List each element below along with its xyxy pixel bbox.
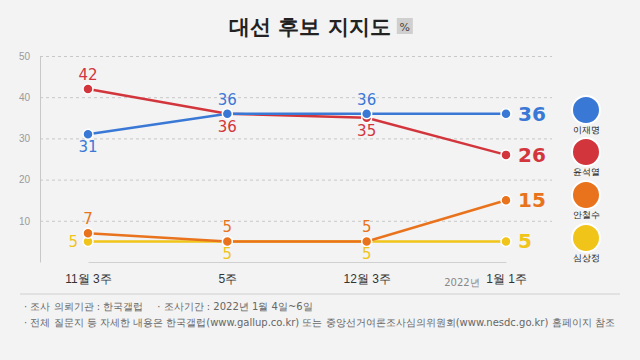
y-tick: 20 bbox=[19, 174, 552, 185]
y-tick-label: 40 bbox=[19, 92, 31, 103]
x-tick-label: 11월 3주 bbox=[65, 272, 111, 286]
x-tick-label: 12월 3주 bbox=[343, 272, 390, 286]
series-line bbox=[88, 114, 506, 135]
data-label: 5 bbox=[362, 218, 372, 236]
plot-area bbox=[83, 84, 511, 246]
grid-line bbox=[40, 221, 552, 222]
data-label: 42 bbox=[78, 66, 97, 84]
grid-line bbox=[40, 56, 552, 57]
x-tick: 1월 1주 bbox=[486, 262, 527, 286]
data-label: 36 bbox=[218, 118, 237, 136]
x-tick: 11월 3주 bbox=[65, 262, 111, 286]
data-label: 36 bbox=[357, 91, 376, 109]
legend-swatch bbox=[572, 181, 600, 209]
series-line bbox=[88, 200, 506, 241]
data-labels: 5555755154236352631363636 bbox=[68, 66, 545, 263]
data-label: 5 bbox=[223, 245, 233, 263]
data-label: 26 bbox=[518, 143, 546, 167]
y-tick-label: 50 bbox=[19, 51, 31, 62]
point bbox=[501, 150, 511, 160]
data-label: 36 bbox=[518, 102, 546, 126]
note: · 조사기간 : 2022년 1월 4일~6일 bbox=[157, 301, 312, 312]
y-tick-label: 20 bbox=[19, 174, 31, 185]
data-label: 5 bbox=[518, 229, 532, 253]
chart: 대선 후보 지지도% 10 20 30 40 50 11월 3주 5주 12월 3주 1월 1주 2… bbox=[0, 0, 640, 360]
legend-swatch bbox=[572, 138, 600, 166]
data-label: 5 bbox=[68, 233, 78, 251]
legend-label: 이재명 bbox=[573, 125, 600, 135]
x-tick-label: 5주 bbox=[218, 272, 237, 286]
legend-label: 윤석열 bbox=[573, 167, 600, 177]
note: · 전체 질문지 등 자세한 내용은 한국갤럽(www.gallup.co.kr… bbox=[24, 317, 615, 328]
point bbox=[501, 109, 511, 119]
unit-box bbox=[397, 18, 413, 34]
y-tick: 10 bbox=[19, 216, 552, 227]
y-axis-line bbox=[40, 57, 41, 263]
y-tick-label: 30 bbox=[19, 133, 31, 144]
legend-swatch bbox=[572, 224, 600, 252]
separator bbox=[20, 294, 620, 295]
year-annotation: 2022년 bbox=[444, 277, 479, 288]
data-label: 31 bbox=[78, 138, 97, 156]
series-line bbox=[88, 89, 506, 155]
point bbox=[501, 195, 511, 205]
background bbox=[0, 0, 640, 360]
data-label: 7 bbox=[83, 210, 93, 228]
x-axis-line bbox=[89, 262, 507, 263]
point bbox=[501, 236, 511, 246]
point bbox=[83, 84, 93, 94]
unit: % bbox=[400, 21, 410, 34]
point bbox=[83, 228, 93, 238]
legend-label: 심상정 bbox=[573, 253, 600, 263]
legend-swatch bbox=[572, 96, 600, 124]
legend-label: 안철수 bbox=[573, 210, 600, 220]
notes: · 조사 의뢰기관 : 한국갤럽 · 조사기간 : 2022년 1월 4일~6일 ·… bbox=[24, 301, 615, 328]
grid-line bbox=[40, 138, 552, 139]
x-tick-label: 1월 1주 bbox=[486, 272, 527, 286]
grid-line bbox=[40, 97, 552, 98]
data-label: 36 bbox=[218, 91, 237, 109]
y-tick: 30 bbox=[19, 133, 552, 144]
data-label: 5 bbox=[362, 245, 372, 263]
data-label: 15 bbox=[518, 188, 546, 212]
data-label: 5 bbox=[223, 218, 233, 236]
data-label: 35 bbox=[357, 122, 376, 140]
note: · 조사 의뢰기관 : 한국갤럽 bbox=[24, 301, 143, 312]
legend: 이재명윤석열안철수심상정 bbox=[572, 96, 600, 263]
y-axis: 10 20 30 40 50 bbox=[19, 51, 552, 263]
y-tick: 40 bbox=[19, 92, 552, 103]
title: 대선 후보 지지도 bbox=[229, 15, 391, 39]
y-tick-label: 10 bbox=[19, 216, 31, 227]
y-tick: 50 bbox=[19, 51, 552, 62]
point bbox=[362, 109, 372, 119]
x-tick: 12월 3주 bbox=[343, 262, 390, 286]
x-tick: 5주 bbox=[218, 262, 237, 286]
grid-line bbox=[40, 180, 552, 181]
